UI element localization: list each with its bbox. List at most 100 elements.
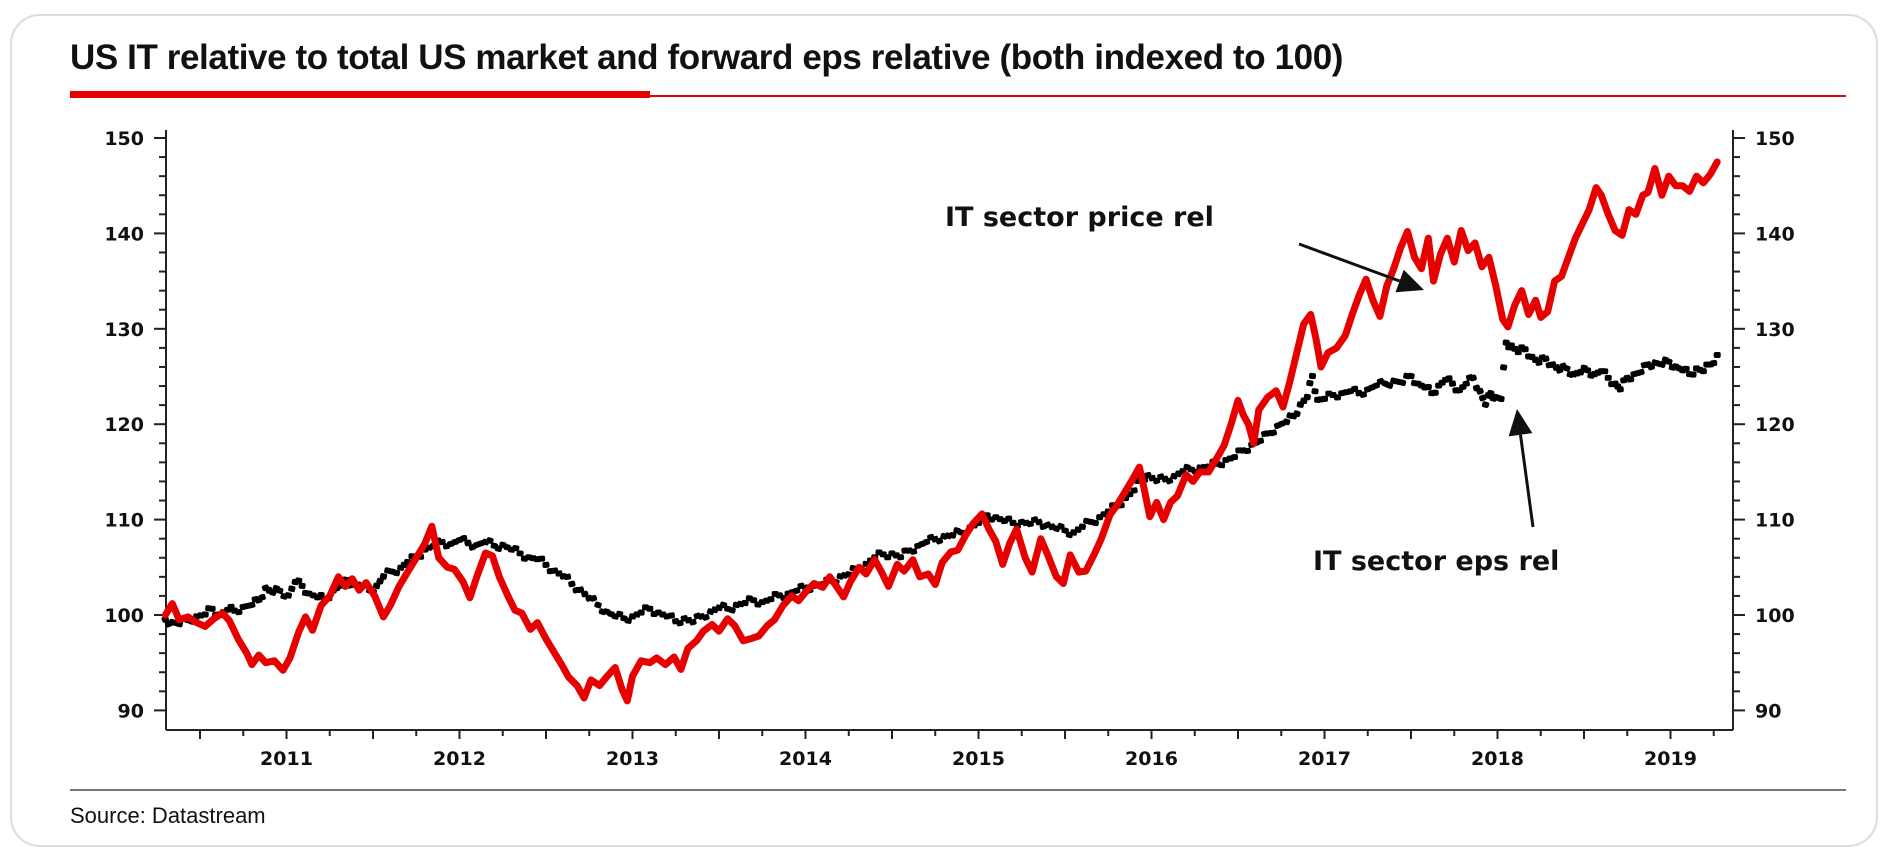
eps-point <box>1616 386 1624 393</box>
eps-point <box>576 586 585 594</box>
eps-point <box>1005 515 1013 522</box>
eps-point <box>379 573 388 580</box>
eps-point <box>284 592 293 599</box>
eps-point <box>637 609 645 616</box>
x-tick-label: 2014 <box>779 748 832 770</box>
eps-point <box>512 545 520 552</box>
eps-point <box>1445 375 1453 382</box>
eps-point <box>909 548 918 555</box>
annotation-price-label: IT sector price rel <box>945 202 1214 233</box>
arrow-head-icon <box>1508 409 1533 437</box>
eps-point <box>1035 518 1043 526</box>
title-accent-rule <box>70 91 650 98</box>
eps-point <box>594 601 602 609</box>
eps-point <box>1710 359 1718 367</box>
eps-point <box>1293 410 1301 418</box>
eps-point <box>1583 367 1592 374</box>
eps-point <box>1359 391 1367 398</box>
eps-point <box>1321 395 1328 402</box>
eps-point <box>767 596 775 603</box>
eps-point <box>460 534 468 542</box>
y-tick-label-left: 110 <box>104 510 144 532</box>
source-note: Source: Datastream <box>70 803 266 828</box>
arrow-shaft <box>1298 242 1401 283</box>
y-tick-label-right: 120 <box>1755 414 1795 436</box>
annotation-eps-arrow <box>1508 409 1535 528</box>
y-tick-label-right: 90 <box>1755 700 1781 722</box>
eps-point <box>1303 393 1311 401</box>
eps-point <box>1647 363 1656 371</box>
y-tick-label-right: 140 <box>1755 223 1795 245</box>
eps-point <box>1481 401 1490 409</box>
y-tick-label-left: 120 <box>104 414 144 436</box>
series-eps <box>161 339 1721 628</box>
x-tick-label: 2012 <box>433 748 486 770</box>
eps-point <box>1542 355 1550 363</box>
eps-point <box>1604 374 1612 381</box>
eps-point <box>1514 349 1522 356</box>
eps-point <box>1665 358 1673 366</box>
eps-point <box>438 538 446 546</box>
eps-point <box>1424 383 1432 391</box>
annotation-eps-label: IT sector eps rel <box>1313 546 1559 577</box>
eps-point <box>1407 372 1415 380</box>
eps-point <box>1626 376 1635 383</box>
eps-point <box>1351 385 1359 393</box>
eps-point <box>1256 437 1265 445</box>
eps-point <box>922 538 931 546</box>
title-rule <box>650 95 1846 97</box>
eps-point <box>276 587 284 595</box>
arrow-shaft <box>1519 434 1535 528</box>
series-price-line <box>161 158 1721 705</box>
eps-point <box>1398 379 1407 387</box>
x-tick-label: 2013 <box>606 748 659 770</box>
eps-point <box>741 599 749 607</box>
eps-point <box>667 612 675 619</box>
eps-point <box>1713 352 1721 359</box>
eps-point <box>1282 418 1291 426</box>
eps-point <box>589 594 598 602</box>
eps-point <box>235 608 243 616</box>
eps-point <box>624 617 632 624</box>
chart-card <box>10 14 1878 847</box>
y-tick-label-left: 150 <box>104 128 144 150</box>
eps-point <box>376 577 384 585</box>
eps-point <box>201 611 209 618</box>
eps-point <box>896 554 905 561</box>
y-tick-label-left: 90 <box>118 700 144 722</box>
eps-point <box>392 569 401 577</box>
y-tick-label-right: 100 <box>1755 605 1795 627</box>
x-tick-label: 2015 <box>952 748 1005 770</box>
footer-rule <box>70 789 1846 791</box>
arrow-head-icon <box>1395 269 1424 293</box>
eps-point <box>1243 447 1252 455</box>
eps-point <box>1385 382 1394 390</box>
eps-point <box>1165 477 1174 485</box>
chart-title: US IT relative to total US market and fo… <box>70 38 1344 77</box>
eps-point <box>1476 387 1484 395</box>
eps-point <box>1431 389 1439 396</box>
eps-point <box>295 577 303 584</box>
eps-point <box>1269 429 1278 437</box>
eps-point <box>563 573 572 581</box>
eps-point <box>1462 380 1470 387</box>
eps-point <box>538 555 546 562</box>
eps-point <box>1497 395 1505 403</box>
eps-point <box>1230 453 1239 461</box>
eps-point <box>1311 388 1319 395</box>
y-tick-label-right: 130 <box>1755 319 1795 341</box>
eps-point <box>1637 368 1645 376</box>
eps-point <box>1218 462 1226 469</box>
x-tick-label: 2018 <box>1471 748 1524 770</box>
eps-point <box>248 601 256 609</box>
y-tick-label-left: 100 <box>104 605 144 627</box>
eps-point <box>1078 523 1087 530</box>
axes: 90 90 100 100 110 110 120 120 130 130 140 140 150 150… <box>104 128 1794 770</box>
eps-point <box>1699 368 1707 375</box>
eps-point <box>1563 364 1571 372</box>
y-tick-label-right: 150 <box>1755 128 1795 150</box>
eps-point <box>1469 374 1477 382</box>
eps-point <box>1601 368 1609 375</box>
eps-point <box>568 580 576 588</box>
